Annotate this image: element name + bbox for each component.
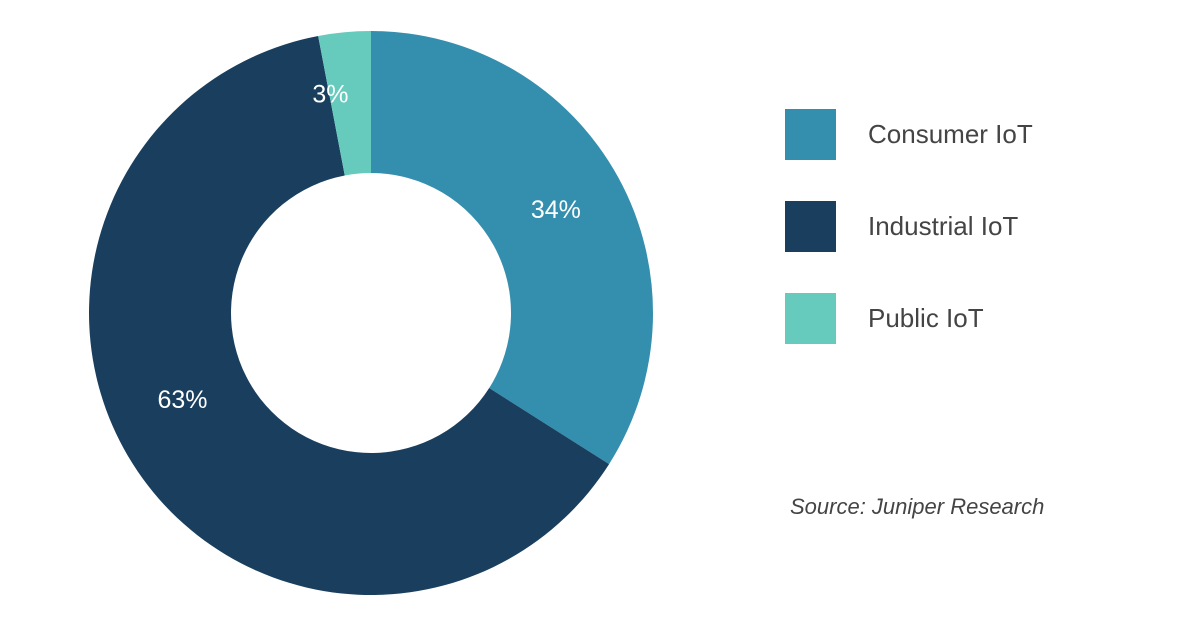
legend-item-consumer-iot: Consumer IoT	[785, 109, 1033, 160]
legend-swatch	[785, 293, 836, 344]
legend-label: Consumer IoT	[868, 119, 1033, 149]
legend-label: Public IoT	[868, 303, 984, 333]
slice-industrial-iot	[88, 35, 610, 595]
legend-item-public-iot: Public IoT	[785, 293, 984, 344]
source-note: Source: Juniper Research	[790, 494, 1045, 519]
legend-label: Industrial IoT	[868, 211, 1019, 241]
data-label: 3%	[312, 81, 348, 109]
legend-swatch	[785, 109, 836, 160]
legend-swatch	[785, 201, 836, 252]
legend-item-industrial-iot: Industrial IoT	[785, 201, 1018, 252]
data-label: 34%	[531, 196, 581, 224]
slice-public-iot	[318, 31, 371, 176]
donut-chart: 34% 63% 3%	[88, 31, 653, 595]
data-label: 63%	[157, 386, 207, 414]
slice-consumer-iot	[371, 31, 653, 465]
